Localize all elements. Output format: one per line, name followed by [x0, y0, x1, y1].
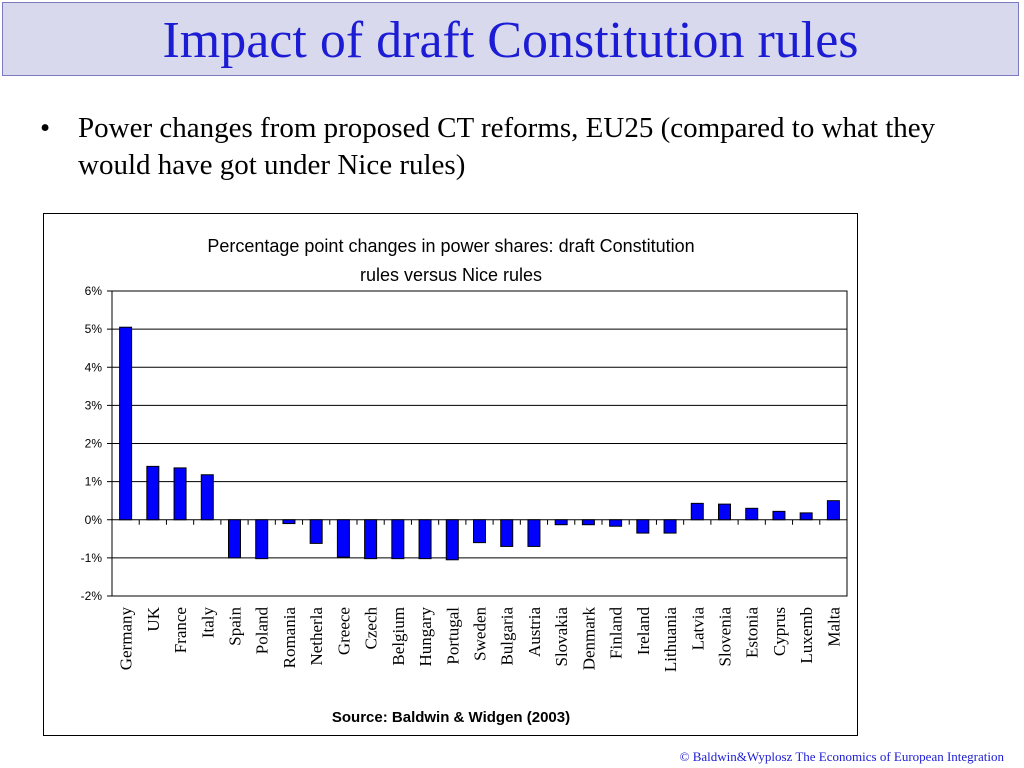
x-tick-label: Netherla [307, 607, 326, 666]
x-tick-label: Lithuania [661, 607, 680, 673]
bar [799, 512, 813, 521]
bar [745, 507, 759, 521]
x-tick-label: UK [144, 606, 163, 631]
x-tick-label: Finland [607, 607, 626, 659]
x-tick-label: Slovakia [552, 607, 571, 667]
x-tick-label: Belgium [389, 607, 408, 666]
bar [473, 519, 486, 544]
x-tick-label: Bulgaria [498, 607, 517, 666]
bar [772, 510, 786, 521]
bar [309, 519, 323, 544]
bullet-text: Power changes from proposed CT reforms, … [78, 112, 936, 181]
bar [581, 519, 595, 526]
bar [690, 502, 704, 521]
bar [391, 519, 405, 560]
chart-title-line: Percentage point changes in power shares… [207, 236, 694, 256]
x-tick-label: Italy [198, 607, 217, 639]
bar [445, 519, 459, 561]
bar [609, 519, 623, 527]
bar [146, 465, 160, 521]
bar [554, 519, 568, 526]
bar [718, 503, 731, 521]
y-tick-label: -1% [81, 551, 103, 565]
x-tick-label: Czech [362, 607, 381, 650]
bar [636, 519, 650, 534]
bullet-mark: • [40, 112, 51, 144]
x-tick-label: Cyprus [770, 607, 789, 656]
footer-copyright: © Baldwin&Wyplosz The Economics of Europ… [679, 749, 1004, 764]
bar [418, 519, 432, 560]
bar [228, 519, 241, 559]
y-tick-label: 2% [85, 437, 103, 451]
x-tick-label: Latvia [688, 607, 707, 651]
chart-frame: Percentage point changes in power shares… [43, 213, 858, 736]
x-tick-label: Luxemb [797, 607, 816, 664]
bar [200, 474, 214, 521]
x-tick-label: Spain [226, 607, 245, 646]
bar [500, 519, 514, 547]
bar [663, 519, 677, 534]
bar [336, 519, 350, 558]
x-tick-label: Slovenia [716, 607, 735, 667]
bar [826, 500, 840, 521]
bar [119, 326, 133, 521]
y-tick-label: 6% [85, 284, 103, 298]
x-tick-label: Austria [525, 607, 544, 658]
y-tick-label: 5% [85, 322, 103, 336]
y-tick-label: 0% [85, 513, 103, 527]
x-tick-label: Malta [824, 607, 843, 647]
bar [527, 519, 541, 547]
x-tick-label: Portugal [443, 607, 462, 665]
x-tick-label: Romania [280, 607, 299, 669]
y-tick-label: 4% [85, 360, 103, 374]
chart-source: Source: Baldwin & Widgen (2003) [332, 709, 570, 726]
bar-chart: Percentage point changes in power shares… [81, 236, 848, 726]
bar [364, 519, 378, 560]
bar [282, 519, 296, 525]
y-tick-label: 1% [85, 475, 103, 489]
bar [255, 519, 269, 560]
bar [173, 467, 187, 521]
x-tick-label: Ireland [634, 607, 653, 656]
x-tick-label: France [171, 607, 190, 653]
x-tick-label: Sweden [471, 607, 490, 661]
x-tick-label: Estonia [743, 607, 762, 658]
title-bar: Impact of draft Constitution rules [2, 2, 1019, 76]
y-tick-label: 3% [85, 398, 103, 412]
x-tick-label: Hungary [416, 607, 435, 667]
y-tick-label: -2% [81, 589, 103, 603]
x-tick-label: Greece [334, 607, 353, 655]
slide-title: Impact of draft Constitution rules [162, 12, 859, 69]
x-tick-label: Poland [253, 607, 272, 655]
chart-title-line: rules versus Nice rules [360, 265, 542, 285]
x-tick-label: Denmark [579, 607, 598, 671]
x-tick-label: Germany [117, 607, 136, 671]
